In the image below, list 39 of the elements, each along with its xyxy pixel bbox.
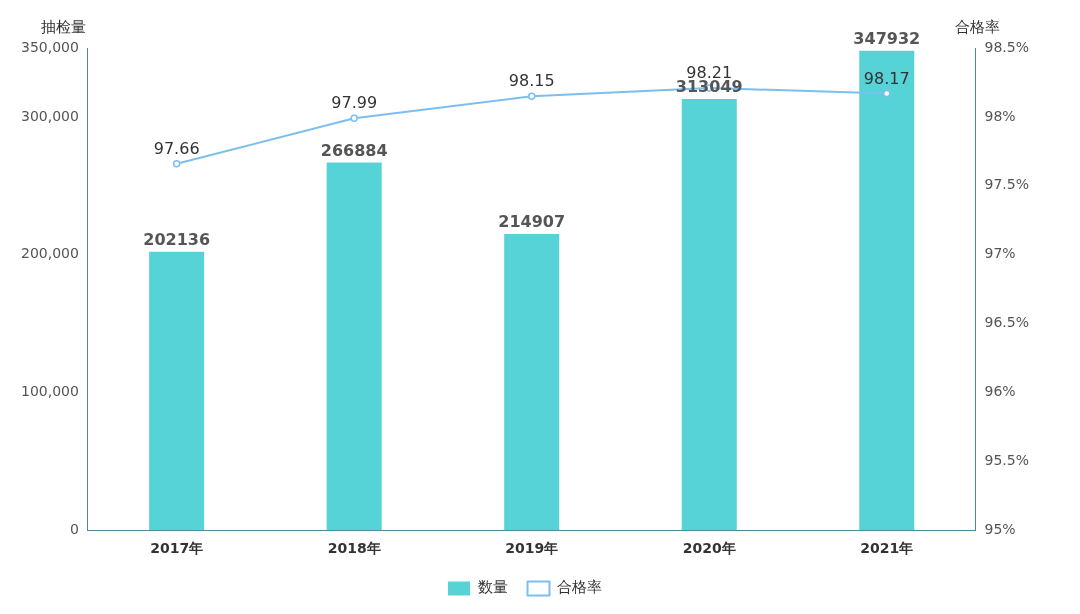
bar <box>504 234 560 531</box>
bar <box>681 98 737 531</box>
y2-tick-label: 96.5% <box>984 314 1030 331</box>
bar <box>859 50 915 531</box>
data-label: 98.15 <box>508 71 555 91</box>
y2-tick-label: 96% <box>984 383 1016 400</box>
y2-tick-label: 98.5% <box>984 38 1030 55</box>
y2-axis-title: 合格率 <box>955 18 1001 37</box>
y-axis-title: 抽检量 <box>41 18 87 37</box>
y2-tick-label: 97% <box>984 245 1016 262</box>
x-tick-label: 2021年 <box>860 540 914 557</box>
y2-tick-label: 98% <box>984 107 1016 124</box>
y-tick-label: 300,000 <box>20 107 79 124</box>
y2-tick-label: 95% <box>984 520 1016 537</box>
y-tick-label: 0 <box>69 520 79 537</box>
x-tick-label: 2018年 <box>327 540 381 557</box>
x-tick-label: 2019年 <box>505 540 559 557</box>
y-tick-label: 350,000 <box>20 38 79 55</box>
y-tick-label: 200,000 <box>20 245 79 262</box>
bar <box>149 251 205 531</box>
x-tick-label: 2017年 <box>150 540 204 557</box>
data-label: 214907 <box>498 212 566 232</box>
data-label: 97.66 <box>153 138 200 158</box>
y2-tick-label: 95.5% <box>984 451 1030 468</box>
point <box>883 89 891 98</box>
data-label: 347932 <box>853 29 921 49</box>
y2-tick-label: 97.5% <box>984 176 1030 193</box>
y-tick-label: 100,000 <box>20 383 79 400</box>
x-tick-label: 2020年 <box>682 540 736 557</box>
legend-label: 合格率 <box>557 578 602 597</box>
point <box>172 159 181 168</box>
legend-label: 数量 <box>477 578 508 597</box>
data-label: 266884 <box>320 140 388 160</box>
data-label: 98.17 <box>863 68 910 88</box>
data-label: 97.99 <box>331 93 378 113</box>
point <box>350 114 358 123</box>
data-label: 202136 <box>143 229 211 249</box>
bar <box>326 162 382 531</box>
point <box>527 92 536 100</box>
